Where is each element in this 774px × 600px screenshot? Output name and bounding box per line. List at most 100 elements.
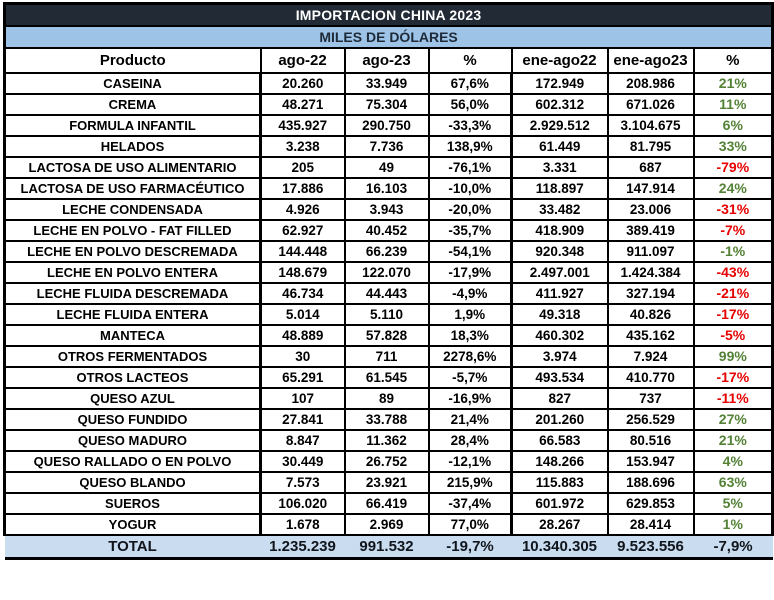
total-pct2: -7,9% [693, 533, 773, 560]
column-header-3: % [427, 46, 513, 74]
column-header-6: % [692, 46, 774, 74]
product-name: HELADOS [3, 134, 262, 158]
value-ene22: 33.482 [510, 197, 609, 221]
value-pct2: 99% [692, 344, 774, 368]
value-ene23: 28.414 [606, 512, 695, 536]
product-name: QUESO AZUL [3, 386, 262, 410]
value-ene23: 629.853 [606, 491, 695, 515]
value-ene23: 327.194 [606, 281, 695, 305]
value-ene22: 827 [510, 386, 609, 410]
value-pct2: 63% [692, 470, 774, 494]
value-pct1: -4,9% [427, 281, 513, 305]
value-ene22: 3.974 [510, 344, 609, 368]
value-ene22: 148.266 [510, 449, 609, 473]
value-ene23: 410.770 [606, 365, 695, 389]
value-ago22: 107 [259, 386, 346, 410]
table-row: OTROS FERMENTADOS 30 711 2278,6% 3.974 7.924 9… [3, 344, 774, 368]
value-pct2: 33% [692, 134, 774, 158]
product-name: LECHE CONDENSADA [3, 197, 262, 221]
value-ago23: 711 [343, 344, 430, 368]
table-row: QUESO BLANDO 7.573 23.921 215,9% 115.883 188.… [3, 470, 774, 494]
table-row: QUESO AZUL 107 89 -16,9% 827 737 -11% [3, 386, 774, 410]
value-pct2: 1% [692, 512, 774, 536]
value-ago22: 435.927 [259, 113, 346, 137]
table-row: HELADOS 3.238 7.736 138,9% 61.449 81.795 33% [3, 134, 774, 158]
value-ago22: 1.678 [259, 512, 346, 536]
total-ago22: 1.235.239 [259, 533, 345, 560]
value-ago22: 30.449 [259, 449, 346, 473]
value-ene22: 418.909 [510, 218, 609, 242]
column-header-5: ene-ago23 [606, 46, 695, 74]
value-ene23: 7.924 [606, 344, 695, 368]
value-ago23: 3.943 [343, 197, 430, 221]
value-ene23: 671.026 [606, 92, 695, 116]
value-ago22: 205 [259, 155, 346, 179]
value-pct2: -17% [692, 365, 774, 389]
value-pct1: 138,9% [427, 134, 513, 158]
table-row: LECHE EN POLVO ENTERA 148.679 122.070 -17,9… [3, 260, 774, 284]
value-pct1: -10,0% [427, 176, 513, 200]
value-ago23: 33.788 [343, 407, 430, 431]
value-pct1: -54,1% [427, 239, 513, 263]
value-pct1: -76,1% [427, 155, 513, 179]
value-ago23: 33.949 [343, 71, 430, 95]
value-ago22: 148.679 [259, 260, 346, 284]
value-pct1: 215,9% [427, 470, 513, 494]
value-pct2: 21% [692, 71, 774, 95]
total-label: TOTAL [4, 533, 261, 560]
value-ago23: 5.110 [343, 302, 430, 326]
value-ago23: 23.921 [343, 470, 430, 494]
value-ago22: 17.886 [259, 176, 346, 200]
column-header-1: ago-22 [259, 46, 346, 74]
value-ene23: 687 [606, 155, 695, 179]
table-row: CASEINA 20.260 33.949 67,6% 172.949 208.986 21… [3, 71, 774, 95]
table-title-bar: IMPORTACION CHINA 2023 [3, 2, 774, 27]
column-header-2: ago-23 [343, 46, 430, 74]
product-name: QUESO RALLADO O EN POLVO [3, 449, 262, 473]
value-pct1: -35,7% [427, 218, 513, 242]
value-pct1: -33,3% [427, 113, 513, 137]
value-ene23: 256.529 [606, 407, 695, 431]
value-ago22: 65.291 [259, 365, 346, 389]
product-name: LECHE EN POLVO - FAT FILLED [3, 218, 262, 242]
value-pct1: -37,4% [427, 491, 513, 515]
table-row: LECHE EN POLVO DESCREMADA 144.448 66.239 -5… [3, 239, 774, 263]
product-name: OTROS FERMENTADOS [3, 344, 262, 368]
value-ene23: 40.826 [606, 302, 695, 326]
value-ene22: 493.534 [510, 365, 609, 389]
product-name: LECHE EN POLVO ENTERA [3, 260, 262, 284]
table-row: LECHE CONDENSADA 4.926 3.943 -20,0% 33.482 23… [3, 197, 774, 221]
product-name: CASEINA [3, 71, 262, 95]
value-pct2: -79% [692, 155, 774, 179]
value-pct2: -43% [692, 260, 774, 284]
value-pct2: 21% [692, 428, 774, 452]
value-ene22: 2.497.001 [510, 260, 609, 284]
value-ago22: 48.889 [259, 323, 346, 347]
value-ene23: 435.162 [606, 323, 695, 347]
value-ene23: 153.947 [606, 449, 695, 473]
total-ene23: 9.523.556 [607, 533, 694, 560]
value-ago23: 57.828 [343, 323, 430, 347]
table-subtitle-bar: MILES DE DÓLARES [3, 24, 774, 49]
value-pct2: 5% [692, 491, 774, 515]
value-ago23: 7.736 [343, 134, 430, 158]
table-row: LECHE FLUIDA DESCREMADA 46.734 44.443 -4,9%… [3, 281, 774, 305]
table-row: MANTECA 48.889 57.828 18,3% 460.302 435.162 -5… [3, 323, 774, 347]
value-pct2: 6% [692, 113, 774, 137]
product-name: QUESO FUNDIDO [3, 407, 262, 431]
product-name: QUESO MADURO [3, 428, 262, 452]
product-name: YOGUR [3, 512, 262, 536]
product-name: MANTECA [3, 323, 262, 347]
value-ene22: 460.302 [510, 323, 609, 347]
value-ene22: 601.972 [510, 491, 609, 515]
column-header-4: ene-ago22 [510, 46, 609, 74]
value-ene23: 80.516 [606, 428, 695, 452]
total-ene22: 10.340.305 [510, 533, 608, 560]
value-ene23: 737 [606, 386, 695, 410]
value-ago23: 2.969 [343, 512, 430, 536]
total-row: TOTAL 1.235.239 991.532 -19,7% 10.340.305 9.5… [4, 533, 773, 560]
value-pct1: 2278,6% [427, 344, 513, 368]
value-pct2: -1% [692, 239, 774, 263]
table-row: LACTOSA DE USO FARMACÉUTICO 17.886 16.103-… [3, 176, 774, 200]
value-pct2: -7% [692, 218, 774, 242]
